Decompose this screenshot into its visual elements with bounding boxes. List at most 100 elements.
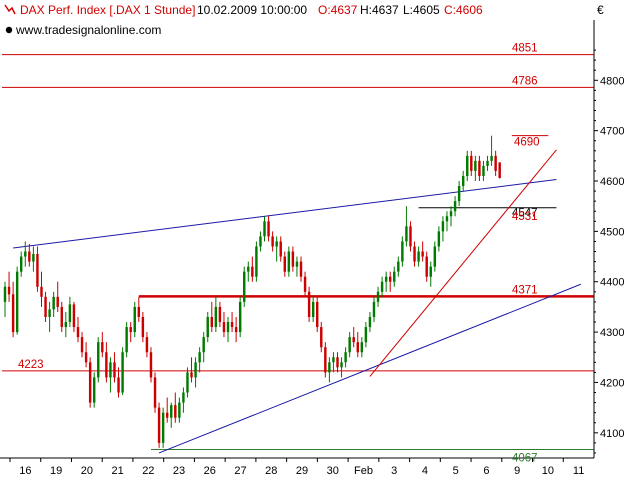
candle-body: [226, 322, 230, 333]
candle-body: [255, 246, 258, 277]
candle-body: [295, 261, 299, 267]
candle-body: [190, 372, 193, 378]
candle-body: [125, 327, 128, 353]
candle-body: [299, 261, 303, 277]
candle-body: [307, 291, 311, 317]
candle-body: [283, 256, 286, 272]
level-label: 4371: [512, 284, 538, 296]
open-value: O:4637: [318, 3, 358, 17]
candles: [3, 135, 501, 448]
candle-body: [137, 306, 141, 317]
candle-body: [324, 347, 327, 373]
candle-body: [433, 246, 437, 267]
candle-body: [328, 362, 331, 373]
source-url: www.tradesignalonline.com: [15, 23, 161, 37]
candle-body: [360, 342, 364, 353]
x-tick-label: 10: [542, 465, 554, 477]
close-value: C:4606: [444, 3, 483, 17]
candle-body: [287, 251, 291, 272]
level-label: 4531: [512, 211, 538, 223]
currency-symbol: €: [597, 3, 604, 17]
candle-body: [68, 304, 72, 323]
x-tick-label: 26: [204, 465, 216, 477]
candle-body: [316, 301, 319, 328]
candle-body: [234, 327, 238, 333]
candle-body: [303, 276, 307, 292]
candle-body: [251, 266, 254, 277]
trendline: [13, 179, 557, 249]
candle-body: [457, 186, 461, 202]
candle-body: [348, 337, 351, 353]
y-tick-label: 4200: [600, 377, 624, 389]
candle-body: [109, 362, 112, 378]
y-tick-label: 4400: [600, 277, 624, 289]
candle-body: [320, 327, 323, 348]
candle-body: [271, 236, 274, 247]
candle-body: [32, 254, 35, 262]
x-tick-label: Feb: [354, 465, 373, 477]
candle-body: [445, 216, 449, 222]
x-tick-label: 28: [265, 465, 277, 477]
x-tick-label: 3: [391, 465, 397, 477]
candle-body: [405, 226, 408, 242]
candle-body: [332, 357, 335, 363]
candle-body: [56, 296, 59, 307]
candle-body: [11, 294, 15, 333]
candle-body: [401, 241, 404, 262]
candle-body: [425, 256, 428, 277]
candle-body: [52, 296, 55, 310]
x-tick-label: 20: [81, 465, 93, 477]
candle-body: [80, 337, 84, 353]
candle-body: [267, 221, 270, 237]
chart-header: DAX Perf. Index [.DAX 1 Stunde] 10.02.20…: [4, 3, 604, 37]
x-tick-label: 19: [50, 465, 62, 477]
candle-body: [368, 316, 372, 328]
candle-body: [3, 286, 7, 302]
candle-body: [352, 337, 355, 343]
candle-body: [113, 362, 116, 378]
bullet-icon: [5, 26, 13, 34]
candle-body: [461, 175, 465, 187]
candle-body: [206, 316, 209, 338]
candle-body: [247, 266, 250, 272]
timestamp: 10.02.2009 10:00:00: [197, 3, 307, 17]
candle-body: [28, 251, 31, 262]
candle-body: [84, 352, 88, 363]
candle-body: [117, 377, 120, 393]
candle-body: [178, 402, 181, 418]
candle-body: [214, 306, 218, 328]
level-label: 4223: [18, 359, 44, 371]
trendline: [158, 283, 581, 454]
candle-body: [165, 412, 169, 418]
candle-body: [291, 251, 295, 267]
candle-body: [437, 231, 441, 247]
candle-body: [40, 286, 43, 297]
y-tick-label: 4600: [600, 176, 624, 188]
candle-body: [157, 407, 161, 443]
candle-body: [72, 304, 76, 328]
candle-body: [64, 322, 68, 328]
candle-body: [453, 201, 457, 212]
x-tick-label: 30: [327, 465, 339, 477]
candle-body: [141, 316, 145, 338]
x-tick-label: 16: [19, 465, 31, 477]
level-label: 4690: [514, 137, 540, 149]
candle-body: [376, 291, 380, 302]
y-tick-label: 4100: [600, 428, 624, 440]
candle-body: [88, 362, 92, 403]
candle-body: [7, 286, 11, 295]
candle-body: [336, 357, 339, 368]
x-tick-label: 21: [111, 465, 123, 477]
y-tick-label: 4500: [600, 226, 624, 238]
candle-body: [202, 337, 205, 353]
x-tick-label: 23: [173, 465, 185, 477]
x-tick-label: 5: [453, 465, 459, 477]
candle-body: [498, 162, 501, 178]
candle-body: [409, 226, 412, 247]
candle-body: [417, 251, 420, 262]
candle-body: [170, 405, 173, 418]
candle-body: [466, 155, 469, 176]
candle-body: [279, 241, 282, 257]
